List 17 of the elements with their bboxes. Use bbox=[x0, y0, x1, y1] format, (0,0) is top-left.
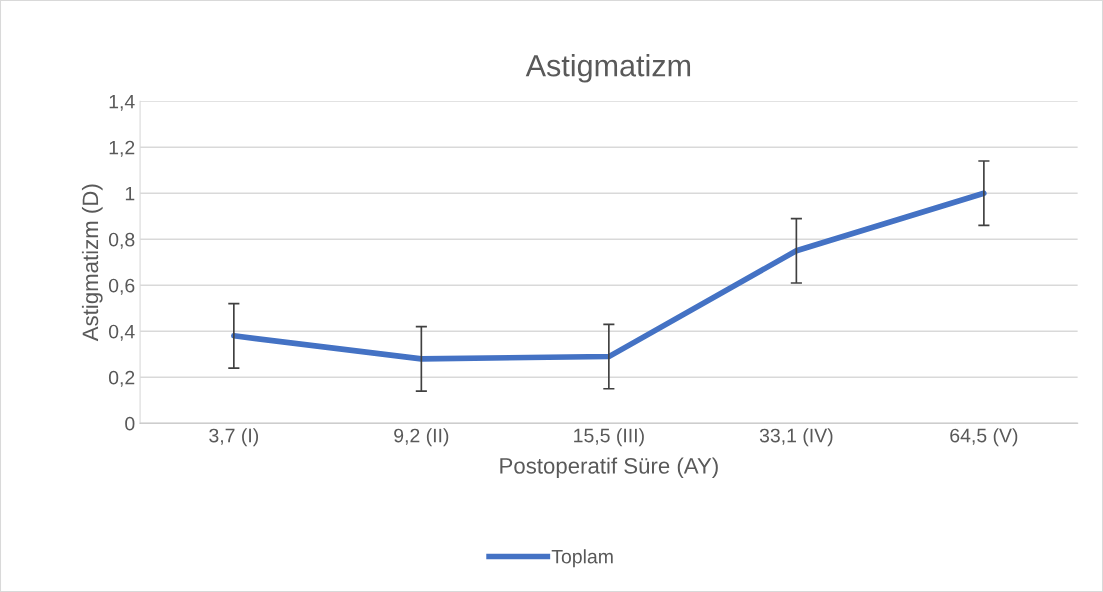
chart-title: Astigmatizm bbox=[525, 54, 691, 83]
y-tick-label: 1 bbox=[125, 186, 135, 201]
x-tick-label: 15,5 (III) bbox=[574, 428, 644, 447]
y-tick-label: 1,4 bbox=[109, 94, 135, 111]
y-tick-label: 0,8 bbox=[108, 232, 135, 249]
y-tick-label: 0,4 bbox=[108, 324, 135, 341]
x-tick-label: 3,7 (I) bbox=[209, 428, 259, 447]
y-tick-label: 1,2 bbox=[109, 140, 135, 157]
y-tick-label: 0,6 bbox=[108, 278, 135, 295]
y-axis-title: Astigmatizm (D) bbox=[81, 184, 103, 342]
x-axis-title: Postoperatif Süre (AY) bbox=[500, 457, 718, 479]
y-tick-label: 0 bbox=[125, 416, 135, 431]
x-tick-label: 9,2 (II) bbox=[394, 428, 449, 447]
x-tick-label: 64,5 (V) bbox=[950, 428, 1018, 447]
y-tick-label: 0,2 bbox=[108, 370, 135, 387]
legend-label: Toplam bbox=[551, 549, 613, 568]
x-tick-label: 33,1 (IV) bbox=[759, 428, 833, 447]
